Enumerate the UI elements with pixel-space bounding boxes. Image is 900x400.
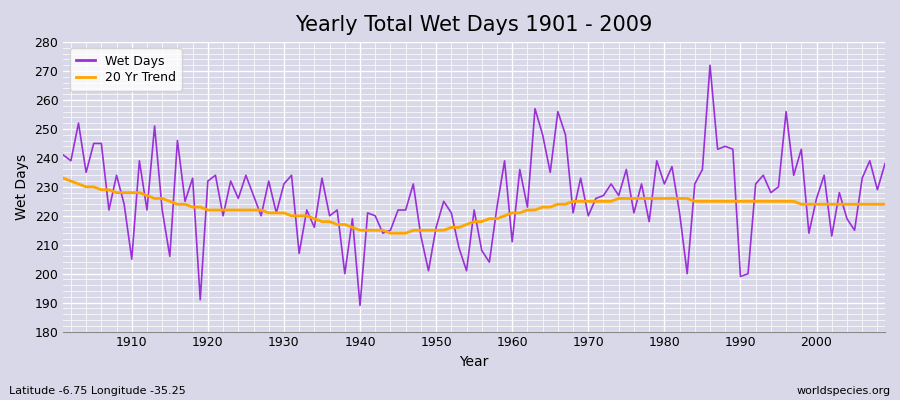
20 Yr Trend <box>507 210 517 215</box>
Wet Days <box>119 202 130 207</box>
Wet Days <box>507 240 517 244</box>
20 Yr Trend <box>385 231 396 236</box>
Text: worldspecies.org: worldspecies.org <box>796 386 891 396</box>
20 Yr Trend <box>58 176 68 180</box>
Wet Days <box>515 167 526 172</box>
Wet Days <box>606 182 616 186</box>
20 Yr Trend <box>515 210 526 215</box>
Line: 20 Yr Trend: 20 Yr Trend <box>63 178 885 233</box>
20 Yr Trend <box>332 222 343 227</box>
Text: Latitude -6.75 Longitude -35.25: Latitude -6.75 Longitude -35.25 <box>9 386 185 396</box>
Wet Days <box>286 173 297 178</box>
Legend: Wet Days, 20 Yr Trend: Wet Days, 20 Yr Trend <box>69 48 182 91</box>
Wet Days <box>705 63 716 68</box>
Y-axis label: Wet Days: Wet Days <box>15 154 29 220</box>
20 Yr Trend <box>879 202 890 207</box>
Wet Days <box>879 161 890 166</box>
20 Yr Trend <box>286 213 297 218</box>
Title: Yearly Total Wet Days 1901 - 2009: Yearly Total Wet Days 1901 - 2009 <box>295 15 652 35</box>
20 Yr Trend <box>606 199 616 204</box>
Wet Days <box>355 303 365 308</box>
X-axis label: Year: Year <box>460 355 489 369</box>
20 Yr Trend <box>119 190 130 195</box>
Wet Days <box>58 153 68 158</box>
Line: Wet Days: Wet Days <box>63 65 885 306</box>
Wet Days <box>332 208 343 212</box>
